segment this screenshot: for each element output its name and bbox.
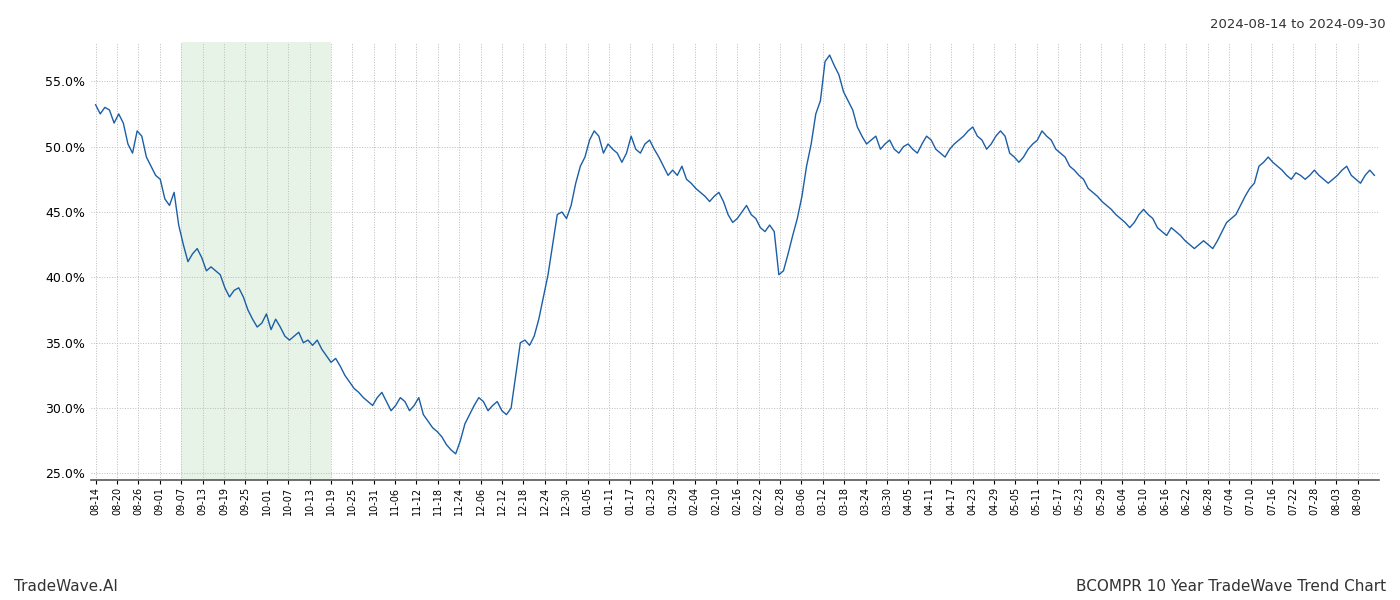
Bar: [181, 42, 330, 480]
Text: 2024-08-14 to 2024-09-30: 2024-08-14 to 2024-09-30: [1211, 18, 1386, 31]
Text: TradeWave.AI: TradeWave.AI: [14, 579, 118, 594]
Text: BCOMPR 10 Year TradeWave Trend Chart: BCOMPR 10 Year TradeWave Trend Chart: [1075, 579, 1386, 594]
